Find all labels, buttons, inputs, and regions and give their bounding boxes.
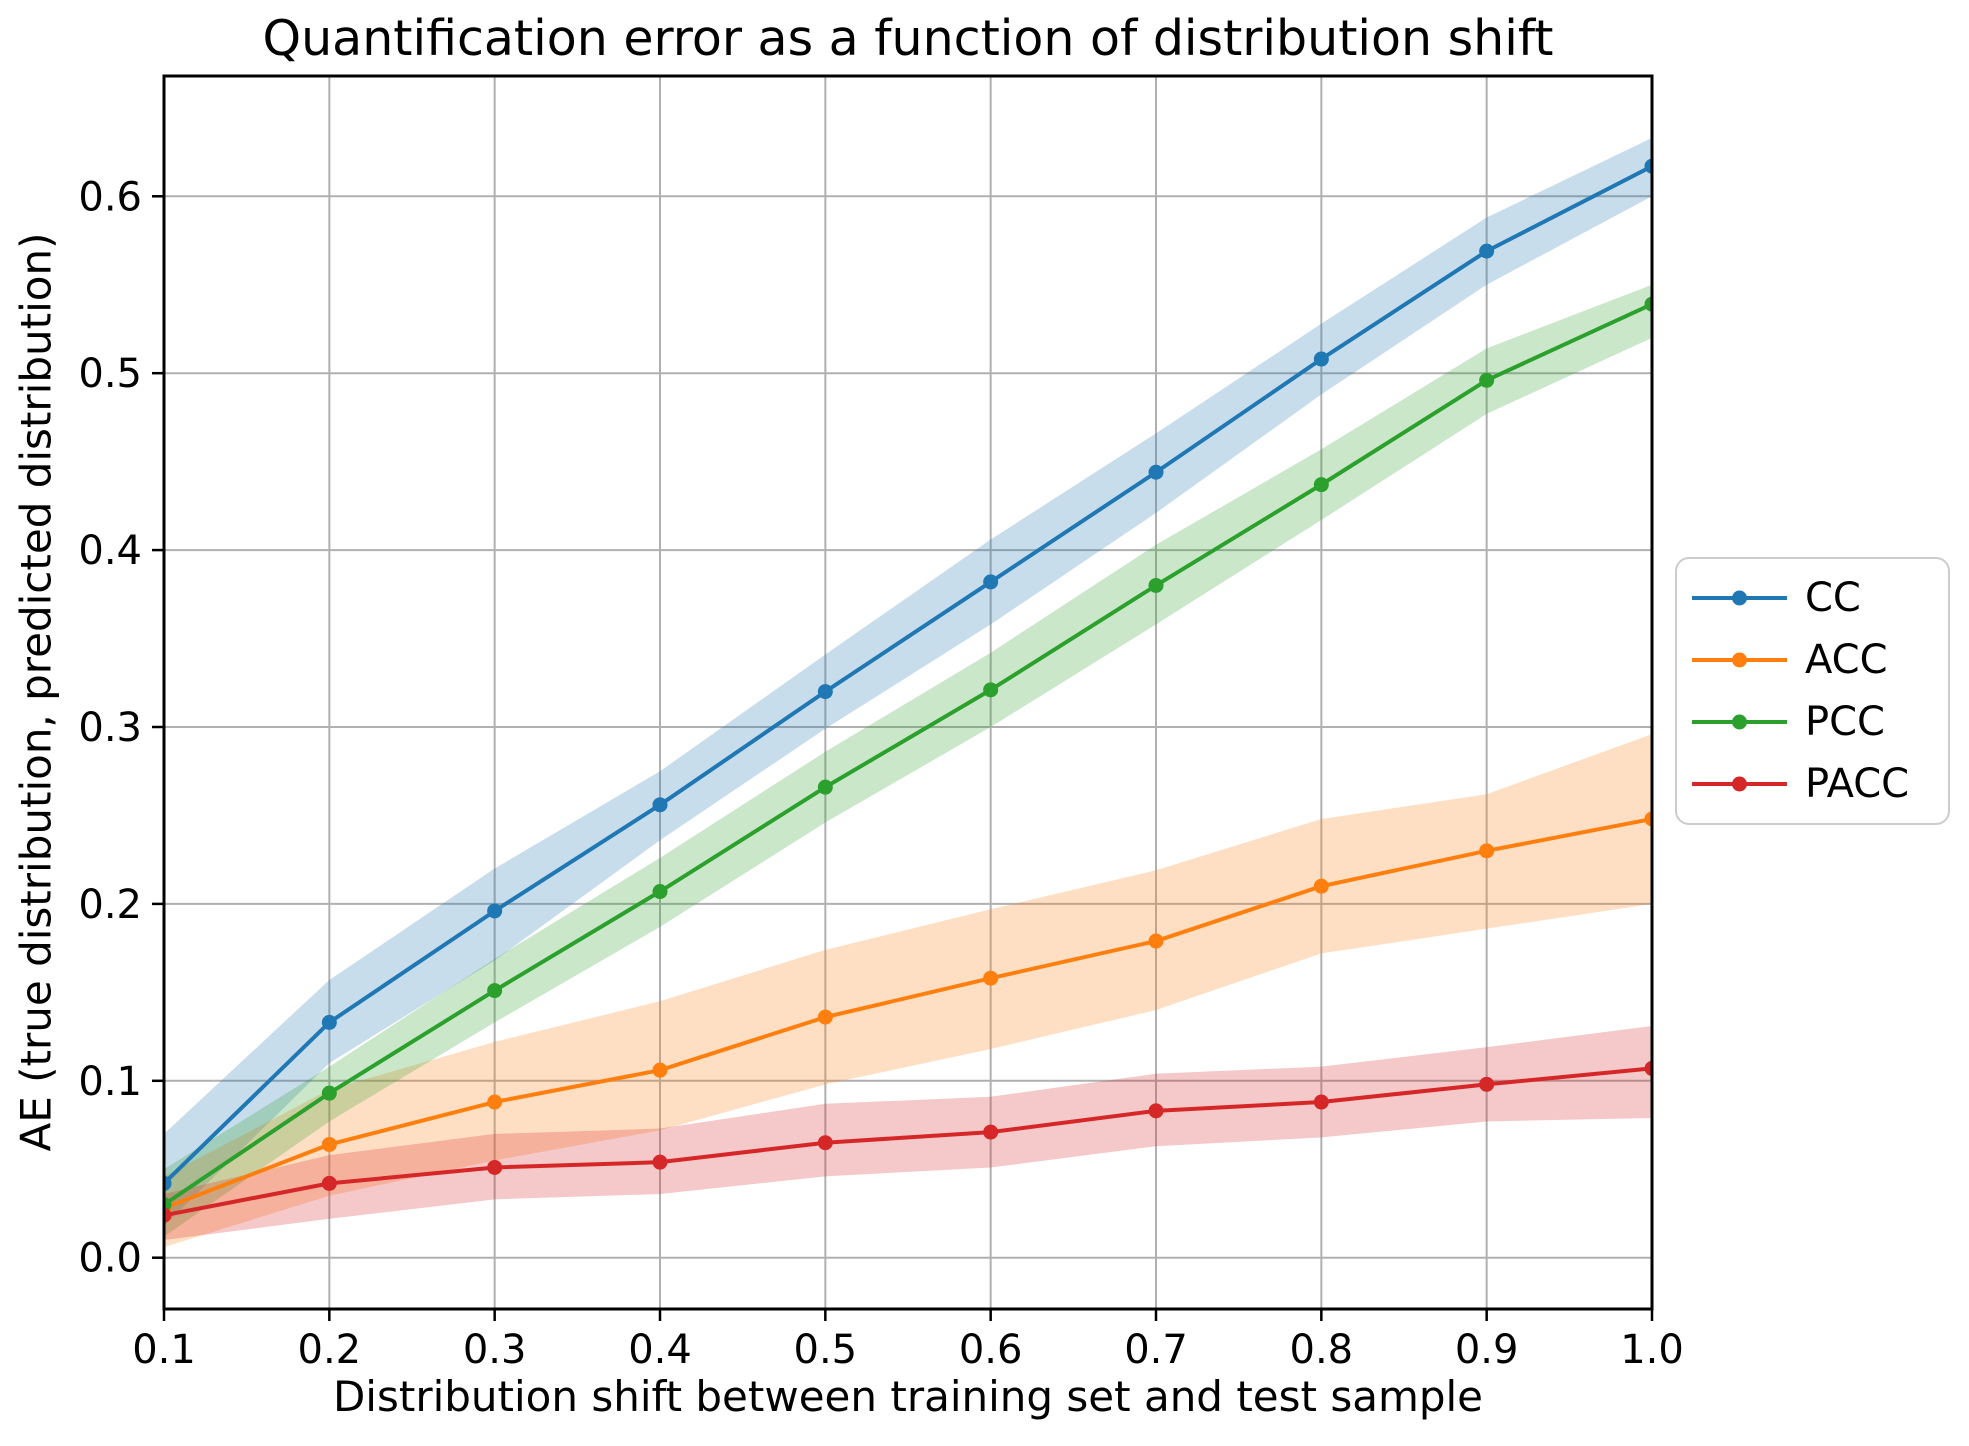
legend: CC ACC PCC PACC [1675,557,1950,825]
x-tick-label: 0.1 [132,1327,196,1373]
legend-item-pcc: PCC [1692,702,1938,742]
legend-label: CC [1805,575,1861,621]
legend-marker-icon [1732,714,1747,730]
marker-PCC [817,779,833,795]
y-tick-label: 0.3 [78,705,142,751]
y-tick-label: 0.6 [78,174,142,220]
marker-CC [1148,464,1164,480]
marker-PACC [817,1135,833,1151]
marker-CC [652,797,668,813]
marker-PACC [487,1159,503,1175]
chart-title: Quantification error as a function of di… [262,10,1554,67]
band-CC [164,137,1652,1226]
legend-item-acc: ACC [1692,640,1938,680]
legend-swatch [1692,652,1787,668]
marker-PACC [1313,1094,1329,1110]
line-PACC [164,1066,1652,1218]
legend-label: PACC [1805,761,1910,807]
ticks [152,195,1654,1321]
marker-CC [1479,243,1495,259]
x-tick-label: 0.3 [463,1327,527,1373]
marker-ACC [321,1136,337,1152]
tick-labels: 0.1 0.2 0.3 0.4 0.5 0.6 0.7 0.8 0.9 1.0 0.0 0.1 0.2 0… [78,174,1683,1373]
marker-CC [817,684,833,700]
series-lines [164,158,1652,1223]
x-tick-label: 0.6 [959,1327,1023,1373]
y-tick-label: 0.4 [78,528,142,574]
marker-CC [1644,158,1652,174]
line-CC [164,164,1652,1186]
marker-ACC [1479,843,1495,859]
marker-PACC [1148,1103,1164,1119]
x-tick-label: 0.8 [1290,1327,1354,1373]
x-tick-label: 0.7 [1124,1327,1188,1373]
marker-PACC [1644,1060,1652,1076]
marker-PCC [1148,577,1164,593]
x-axis-label: Distribution shift between training set … [332,1372,1484,1421]
marker-ACC [652,1062,668,1078]
marker-PACC [652,1154,668,1170]
legend-swatch [1692,776,1787,792]
x-tick-label: 0.2 [298,1327,362,1373]
marker-CC [983,574,999,590]
band-PCC [164,284,1652,1237]
marker-PCC [1479,372,1495,388]
legend-swatch [1692,590,1787,606]
marker-ACC [1313,878,1329,894]
marker-PACC [1479,1076,1495,1092]
legend-label: PCC [1805,699,1885,745]
legend-marker-icon [1732,652,1747,668]
y-axis-label: AE (true distribution, predicted distrib… [11,232,61,1152]
y-tick-label: 0.5 [78,351,142,397]
band-ACC [164,734,1652,1248]
legend-item-cc: CC [1692,578,1938,618]
marker-CC [1313,351,1329,367]
marker-CC [321,1014,337,1030]
legend-item-pacc: PACC [1692,764,1938,804]
legend-marker-icon [1732,776,1747,792]
marker-ACC [1148,933,1164,949]
marker-PCC [321,1085,337,1101]
marker-CC [164,1175,172,1191]
marker-CC [487,903,503,919]
x-tick-label: 0.5 [794,1327,858,1373]
y-tick-label: 0.0 [78,1236,142,1282]
marker-ACC [487,1094,503,1110]
x-tick-label: 0.9 [1455,1327,1519,1373]
confidence-bands [164,137,1652,1248]
marker-ACC [1644,811,1652,827]
marker-PCC [1644,296,1652,312]
marker-PACC [983,1124,999,1140]
marker-ACC [817,1009,833,1025]
line-ACC [164,816,1652,1211]
y-tick-label: 0.1 [78,1059,142,1105]
legend-marker-icon [1732,590,1747,606]
marker-PCC [652,884,668,900]
marker-PACC [164,1207,172,1223]
marker-PCC [1313,477,1329,493]
marker-PCC [487,983,503,999]
x-tick-label: 1.0 [1620,1327,1684,1373]
axes-spines [162,74,1654,1311]
x-tick-label: 0.4 [628,1327,692,1373]
band-PACC [164,1025,1652,1241]
legend-label: ACC [1805,637,1888,683]
marker-PCC [983,682,999,698]
legend-swatch [1692,714,1787,730]
y-tick-label: 0.2 [78,882,142,928]
line-PCC [164,302,1652,1207]
marker-PACC [321,1175,337,1191]
marker-ACC [983,970,999,986]
